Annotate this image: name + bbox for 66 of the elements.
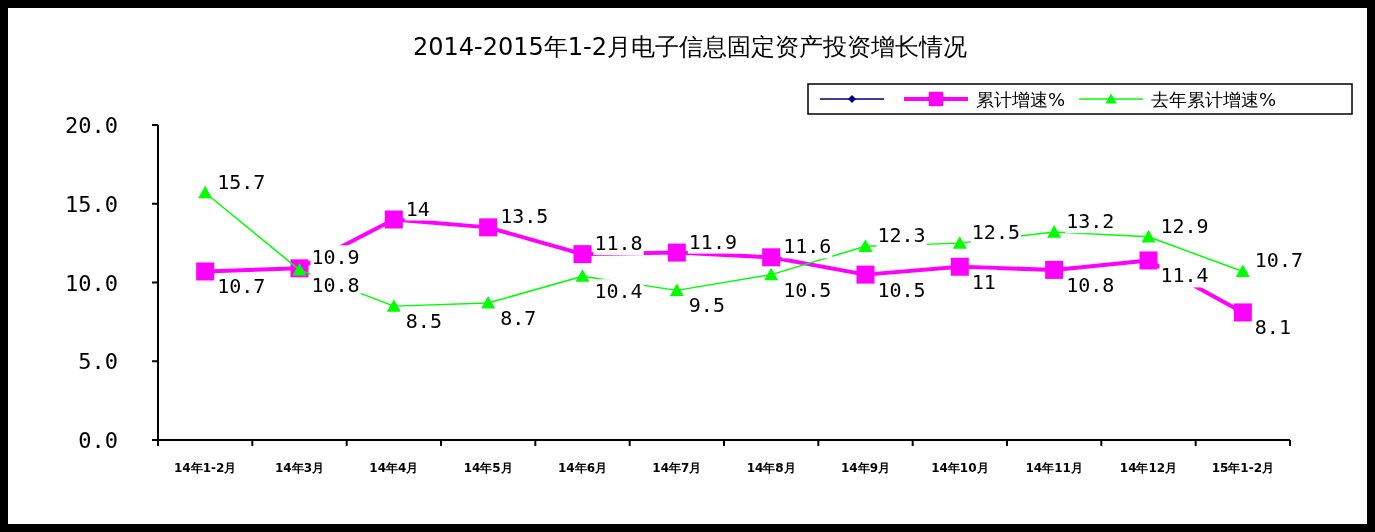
label: 10.7 <box>1254 248 1303 273</box>
x-tick-label: 14年8月 <box>746 461 796 475</box>
y-tick-label: 5.0 <box>78 349 118 375</box>
label: 8.5 <box>405 309 442 334</box>
point <box>196 262 215 281</box>
label: 8.1 <box>1254 315 1291 340</box>
legend-label: 累计增速% <box>976 89 1066 110</box>
x-tick-label: 14年7月 <box>652 461 702 475</box>
label: 12.9 <box>1160 213 1209 238</box>
label: 11 <box>971 269 996 294</box>
y-tick-label: 15.0 <box>65 191 118 217</box>
label: 13.2 <box>1066 209 1115 234</box>
point <box>573 245 592 264</box>
point <box>575 269 590 282</box>
label: 10.8 <box>1066 272 1115 297</box>
label: 12.3 <box>877 223 926 248</box>
x-tick-label: 14年12月 <box>1119 461 1178 475</box>
label: 11.9 <box>688 229 737 254</box>
x-tick-label: 14年5月 <box>463 461 513 475</box>
label: 10.8 <box>311 272 360 297</box>
label: 10.7 <box>217 274 266 299</box>
point <box>1047 225 1062 238</box>
point <box>856 265 875 284</box>
chart-title: 2014-2015年1-2月电子信息固定资产投资增长情况 <box>412 33 968 61</box>
legend-label: 去年累计增速% <box>1151 89 1277 110</box>
label: 10.5 <box>783 277 832 302</box>
x-tick-label: 14年3月 <box>274 461 325 475</box>
point <box>386 299 401 312</box>
point <box>669 283 684 296</box>
label: 11.4 <box>1160 263 1209 288</box>
point <box>1235 264 1250 278</box>
label: 15.7 <box>217 169 266 194</box>
point <box>198 185 213 199</box>
y-tick-label: 20.0 <box>65 113 118 138</box>
point <box>1141 229 1156 243</box>
point <box>481 295 496 309</box>
label: 10.5 <box>877 277 926 302</box>
y-tick-label: 10.0 <box>65 270 118 296</box>
label: 11.8 <box>594 231 643 256</box>
x-tick-label: 14年4月 <box>369 461 419 475</box>
point <box>1045 260 1064 279</box>
label: 14 <box>405 196 430 221</box>
point <box>764 267 779 281</box>
y-tick-label: 0.0 <box>78 428 118 453</box>
x-tick-label: 14年11月 <box>1025 461 1083 475</box>
x-tick-label: 14年6月 <box>557 461 608 475</box>
label: 11.6 <box>783 234 832 259</box>
point <box>667 243 686 262</box>
point <box>479 218 498 237</box>
point <box>950 257 969 276</box>
x-tick-label: 14年1-2月 <box>173 461 237 475</box>
point <box>1139 251 1158 270</box>
point <box>762 248 781 267</box>
x-tick-label: 15年1-2月 <box>1211 461 1275 475</box>
point <box>952 236 967 249</box>
label: 10.9 <box>311 245 360 270</box>
point <box>858 239 873 252</box>
label: 12.5 <box>971 220 1020 245</box>
point <box>1233 303 1252 322</box>
label: 9.5 <box>688 293 725 318</box>
label: 13.5 <box>500 204 549 229</box>
point <box>384 210 403 229</box>
x-tick-label: 14年10月 <box>931 461 989 475</box>
label: 10.4 <box>594 279 643 304</box>
x-tick-label: 14年9月 <box>840 461 891 475</box>
label: 8.7 <box>500 306 537 330</box>
